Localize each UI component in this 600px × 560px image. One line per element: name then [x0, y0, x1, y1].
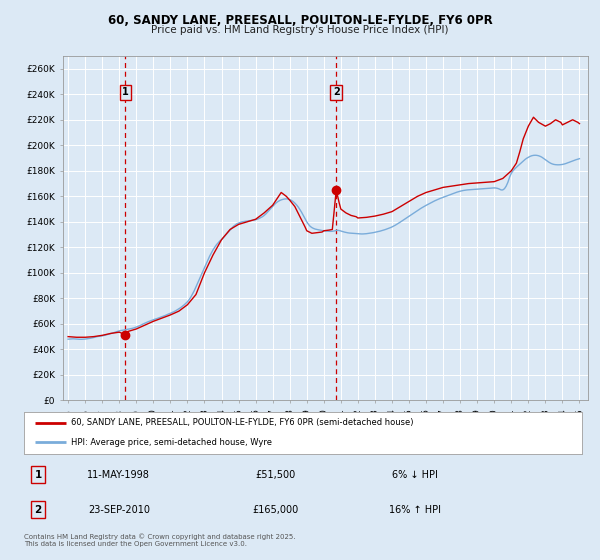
Text: 1: 1	[122, 87, 129, 97]
Text: £51,500: £51,500	[255, 470, 295, 479]
Text: 23-SEP-2010: 23-SEP-2010	[88, 505, 150, 515]
Text: Price paid vs. HM Land Registry's House Price Index (HPI): Price paid vs. HM Land Registry's House …	[151, 25, 449, 35]
Text: HPI: Average price, semi-detached house, Wyre: HPI: Average price, semi-detached house,…	[71, 438, 272, 447]
Text: 60, SANDY LANE, PREESALL, POULTON-LE-FYLDE, FY6 0PR: 60, SANDY LANE, PREESALL, POULTON-LE-FYL…	[107, 14, 493, 27]
Text: 1: 1	[34, 470, 41, 479]
Text: 2: 2	[333, 87, 340, 97]
Text: 6% ↓ HPI: 6% ↓ HPI	[392, 470, 437, 479]
Text: Contains HM Land Registry data © Crown copyright and database right 2025.
This d: Contains HM Land Registry data © Crown c…	[24, 533, 296, 547]
Text: 11-MAY-1998: 11-MAY-1998	[88, 470, 150, 479]
Text: 16% ↑ HPI: 16% ↑ HPI	[389, 505, 440, 515]
Text: 60, SANDY LANE, PREESALL, POULTON-LE-FYLDE, FY6 0PR (semi-detached house): 60, SANDY LANE, PREESALL, POULTON-LE-FYL…	[71, 418, 414, 427]
Text: 2: 2	[34, 505, 41, 515]
Text: £165,000: £165,000	[252, 505, 298, 515]
